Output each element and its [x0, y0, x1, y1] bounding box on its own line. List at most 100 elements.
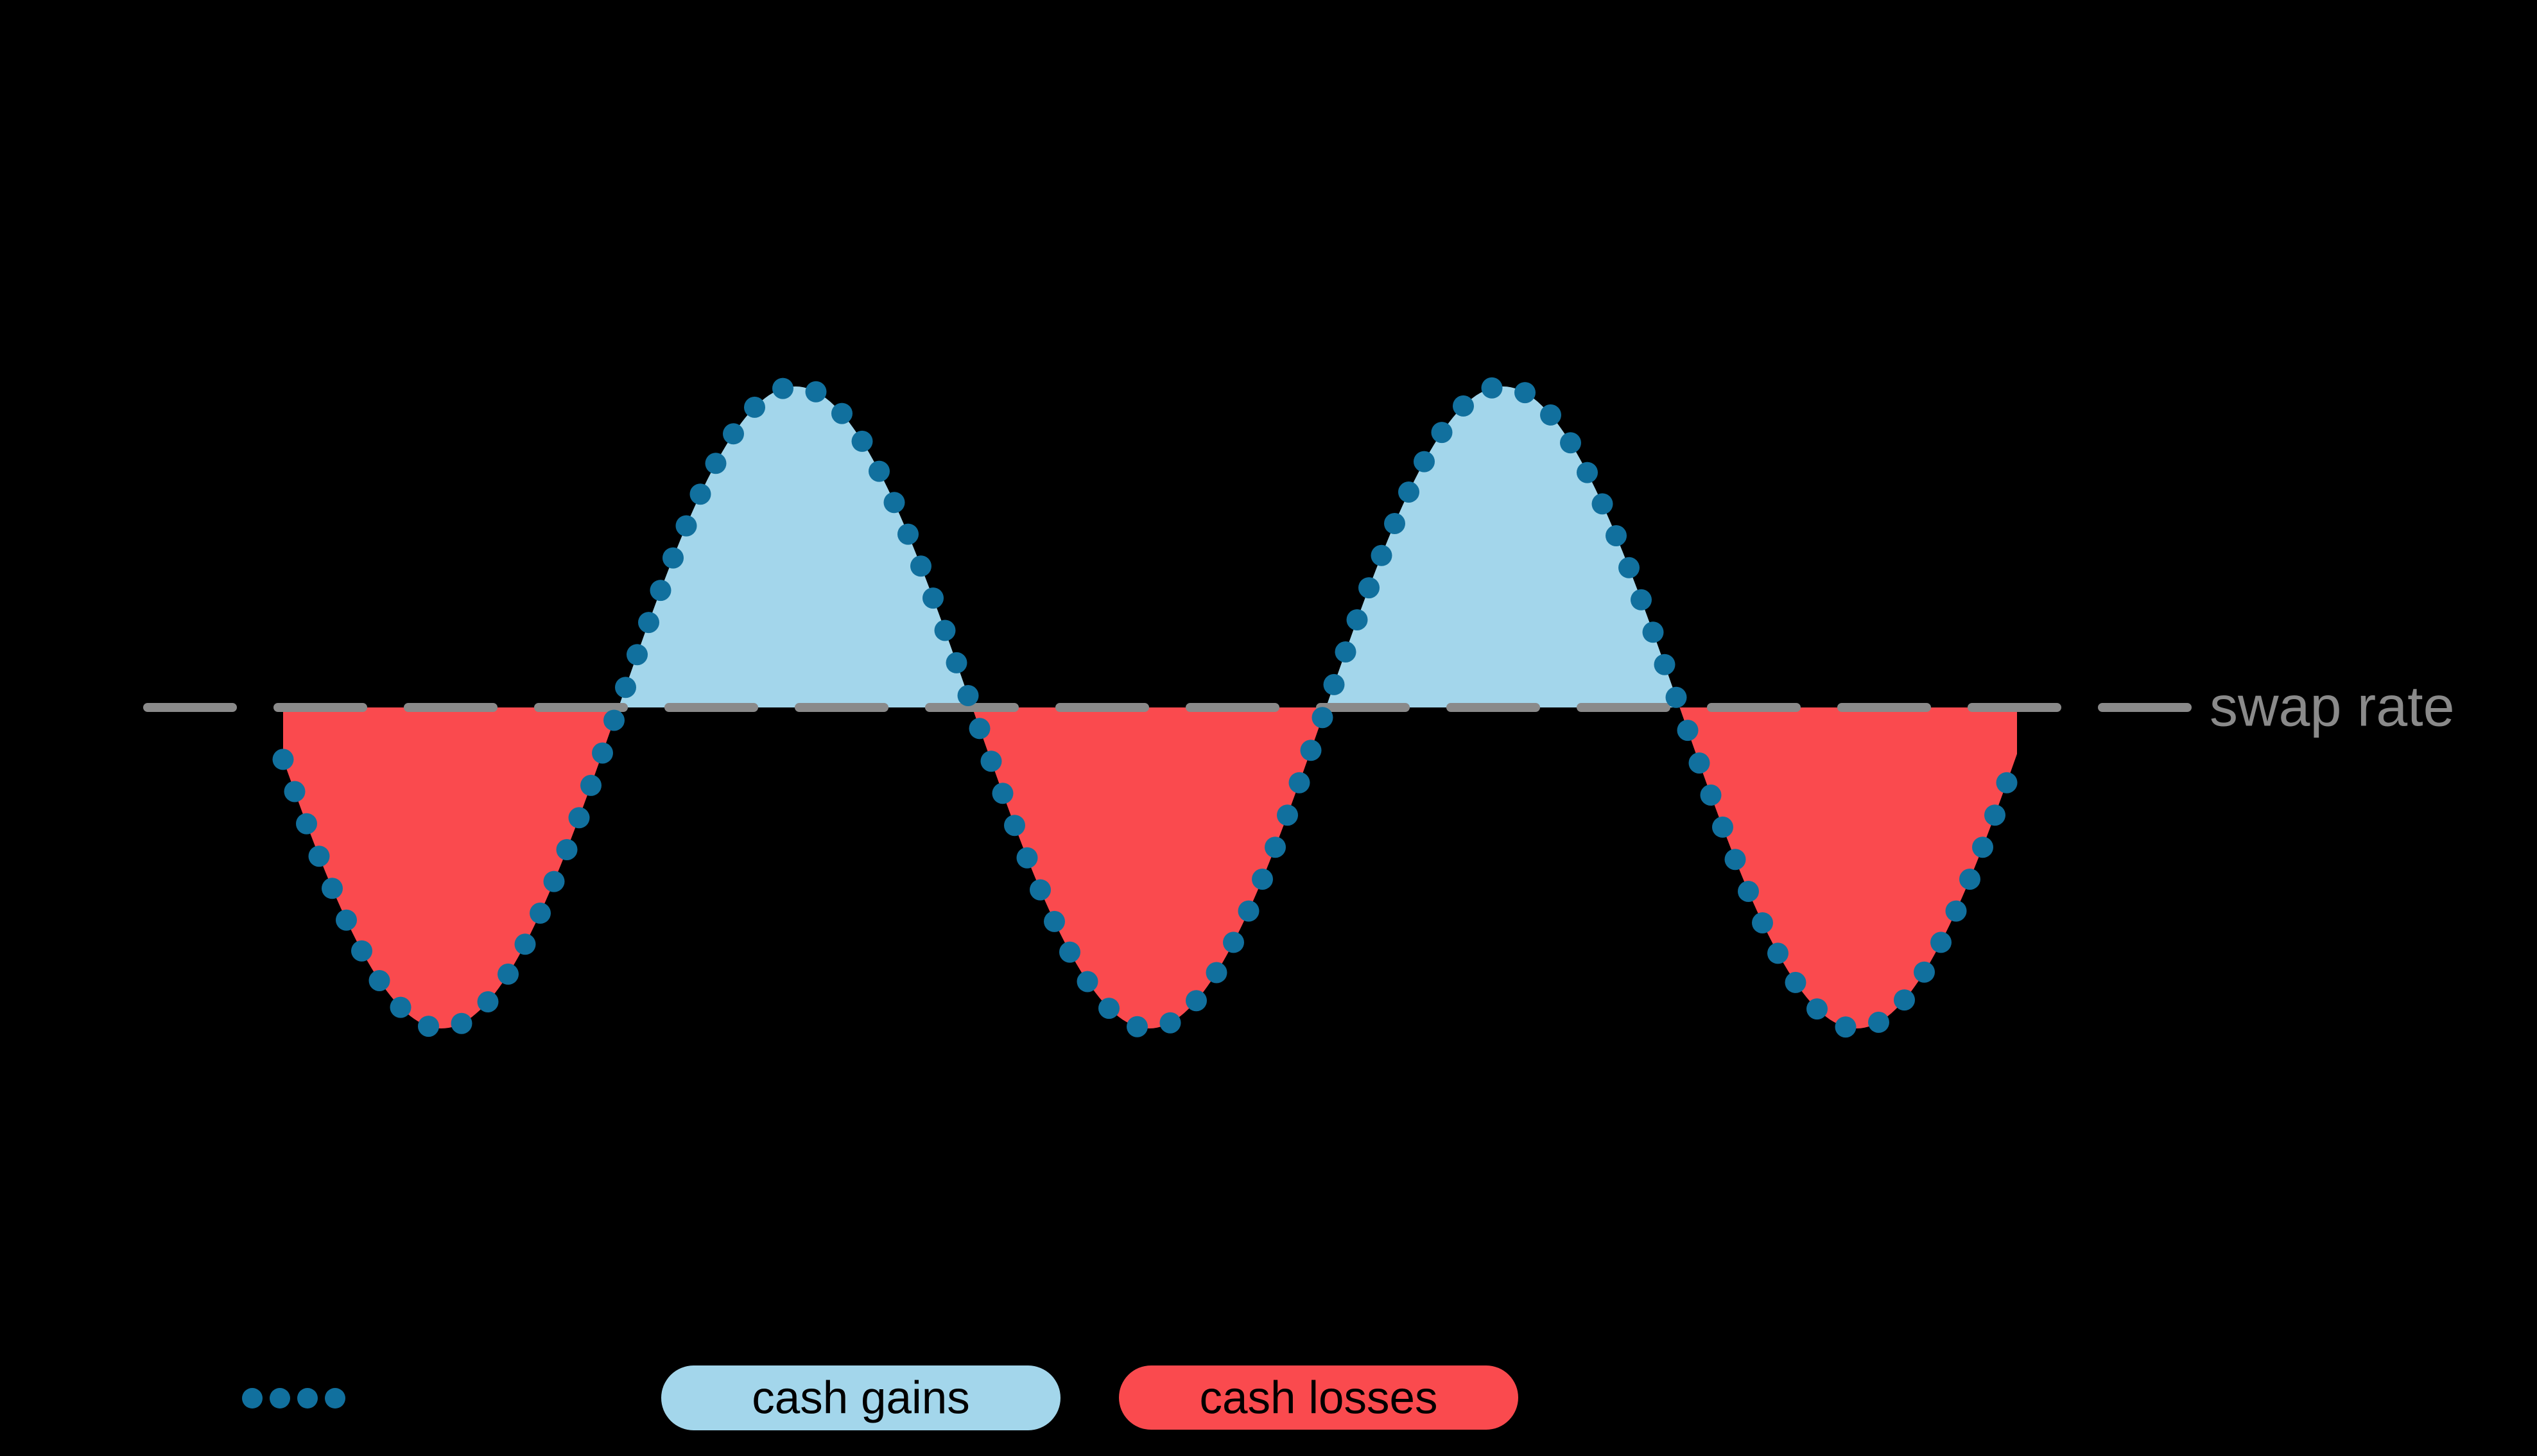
- curve-dot: [1972, 836, 1993, 858]
- curve-dot: [556, 839, 578, 860]
- curve-dot: [1265, 836, 1286, 858]
- curve-dot: [638, 612, 659, 634]
- curve-dot: [1591, 493, 1613, 515]
- curve-dot: [1323, 673, 1345, 695]
- curve-dot: [992, 783, 1014, 804]
- curve-dot: [705, 453, 727, 474]
- curve-dot: [1335, 641, 1356, 663]
- curve-dot: [1414, 451, 1435, 472]
- curve-dot: [1059, 941, 1080, 963]
- legend-dot: [242, 1388, 263, 1408]
- curve-dot: [1959, 869, 1980, 890]
- curve-dot: [627, 644, 648, 666]
- legend-pill-cash-losses: [1119, 1365, 1518, 1430]
- curve-dot: [1252, 869, 1273, 890]
- curve-dot: [1712, 816, 1733, 838]
- curve-dot: [1806, 998, 1828, 1020]
- curve-dot: [1894, 989, 1915, 1011]
- curve-dot: [883, 492, 905, 514]
- curve-dot: [1752, 912, 1773, 933]
- curve-dot: [1077, 971, 1098, 992]
- curve-dot: [568, 807, 590, 829]
- curve-dot: [1724, 849, 1746, 871]
- curve-dot: [272, 749, 294, 770]
- curve-dot: [1642, 621, 1664, 643]
- curve-dot: [1453, 395, 1474, 417]
- cash-losses-area: [283, 707, 619, 1028]
- curve-dot: [957, 685, 979, 706]
- curve-dot: [592, 742, 613, 764]
- curve-dot: [1223, 932, 1244, 953]
- curve-dot: [869, 460, 890, 482]
- curve-dot: [650, 580, 671, 602]
- legend-label-cash-losses: cash losses: [1200, 1373, 1438, 1424]
- curve-dot: [1431, 422, 1453, 444]
- curve-dot: [1835, 1016, 1857, 1038]
- curve-dot: [1631, 589, 1652, 611]
- curve-dot: [1688, 752, 1710, 774]
- curve-dot: [675, 515, 697, 537]
- curve-dot: [451, 1012, 472, 1034]
- curve-dot: [543, 871, 565, 892]
- curve-dot: [1984, 804, 2005, 826]
- curve-dot: [1514, 382, 1536, 404]
- curve-dot: [603, 709, 625, 731]
- curve-dot: [351, 940, 372, 962]
- curve-dot: [336, 909, 357, 931]
- curve-dot: [1358, 577, 1380, 599]
- curve-dot: [284, 781, 306, 802]
- cash-gains-area: [618, 386, 973, 707]
- curve-dot: [1277, 804, 1298, 826]
- curve-dot: [1738, 881, 1759, 902]
- curve-dot: [1700, 784, 1722, 806]
- cash-gains-area: [1326, 386, 1680, 707]
- curve-dot: [514, 933, 536, 955]
- curve-dot: [1398, 481, 1419, 503]
- curve-dot: [805, 381, 827, 403]
- legend-label-cash-gains: cash gains: [752, 1373, 969, 1424]
- legend-marker-series: [242, 1388, 345, 1408]
- curve-dot: [477, 991, 499, 1012]
- curve-dot: [1665, 686, 1687, 708]
- curve-dot: [1654, 654, 1675, 675]
- curve-dot: [772, 377, 793, 399]
- legend-dot: [270, 1388, 290, 1408]
- curve-dot: [1785, 971, 1806, 993]
- curve-dot: [946, 652, 967, 673]
- curve-dot: [1030, 879, 1051, 901]
- curve-dot: [530, 902, 551, 924]
- curve-dot: [980, 750, 1002, 772]
- curve-dot: [390, 996, 411, 1018]
- curve-dot: [723, 423, 744, 445]
- curve-dot: [969, 718, 991, 740]
- curve-dot: [662, 547, 684, 569]
- curve-dot: [1996, 772, 2018, 793]
- curve-dot: [1044, 910, 1065, 932]
- curve-dot: [308, 845, 330, 867]
- curve-dot: [418, 1016, 439, 1037]
- curve-dot: [1016, 847, 1038, 869]
- curve-dot: [922, 587, 944, 609]
- curve-dot: [1606, 525, 1627, 546]
- curve-dot: [910, 555, 931, 577]
- curve-dot: [296, 813, 317, 835]
- curve-dot: [498, 963, 519, 985]
- curve-dot: [1312, 707, 1333, 729]
- curve-dot: [1577, 462, 1598, 483]
- curve-dot: [689, 483, 711, 505]
- curve-dot: [1945, 900, 1967, 922]
- curve-dot: [1930, 932, 1952, 953]
- curve-dot: [1618, 557, 1640, 578]
- curve-dot: [1481, 377, 1503, 399]
- curve-dot: [1206, 962, 1227, 984]
- legend-pill-cash-gains: [661, 1365, 1061, 1430]
- curve-dot: [831, 403, 853, 424]
- curve-dot: [1540, 404, 1561, 426]
- curve-dot: [1127, 1016, 1148, 1037]
- curve-dot: [368, 970, 390, 991]
- curve-dot: [1914, 961, 1935, 983]
- legend: cash gains cash losses: [242, 1365, 1518, 1430]
- curve-dot: [1300, 740, 1322, 761]
